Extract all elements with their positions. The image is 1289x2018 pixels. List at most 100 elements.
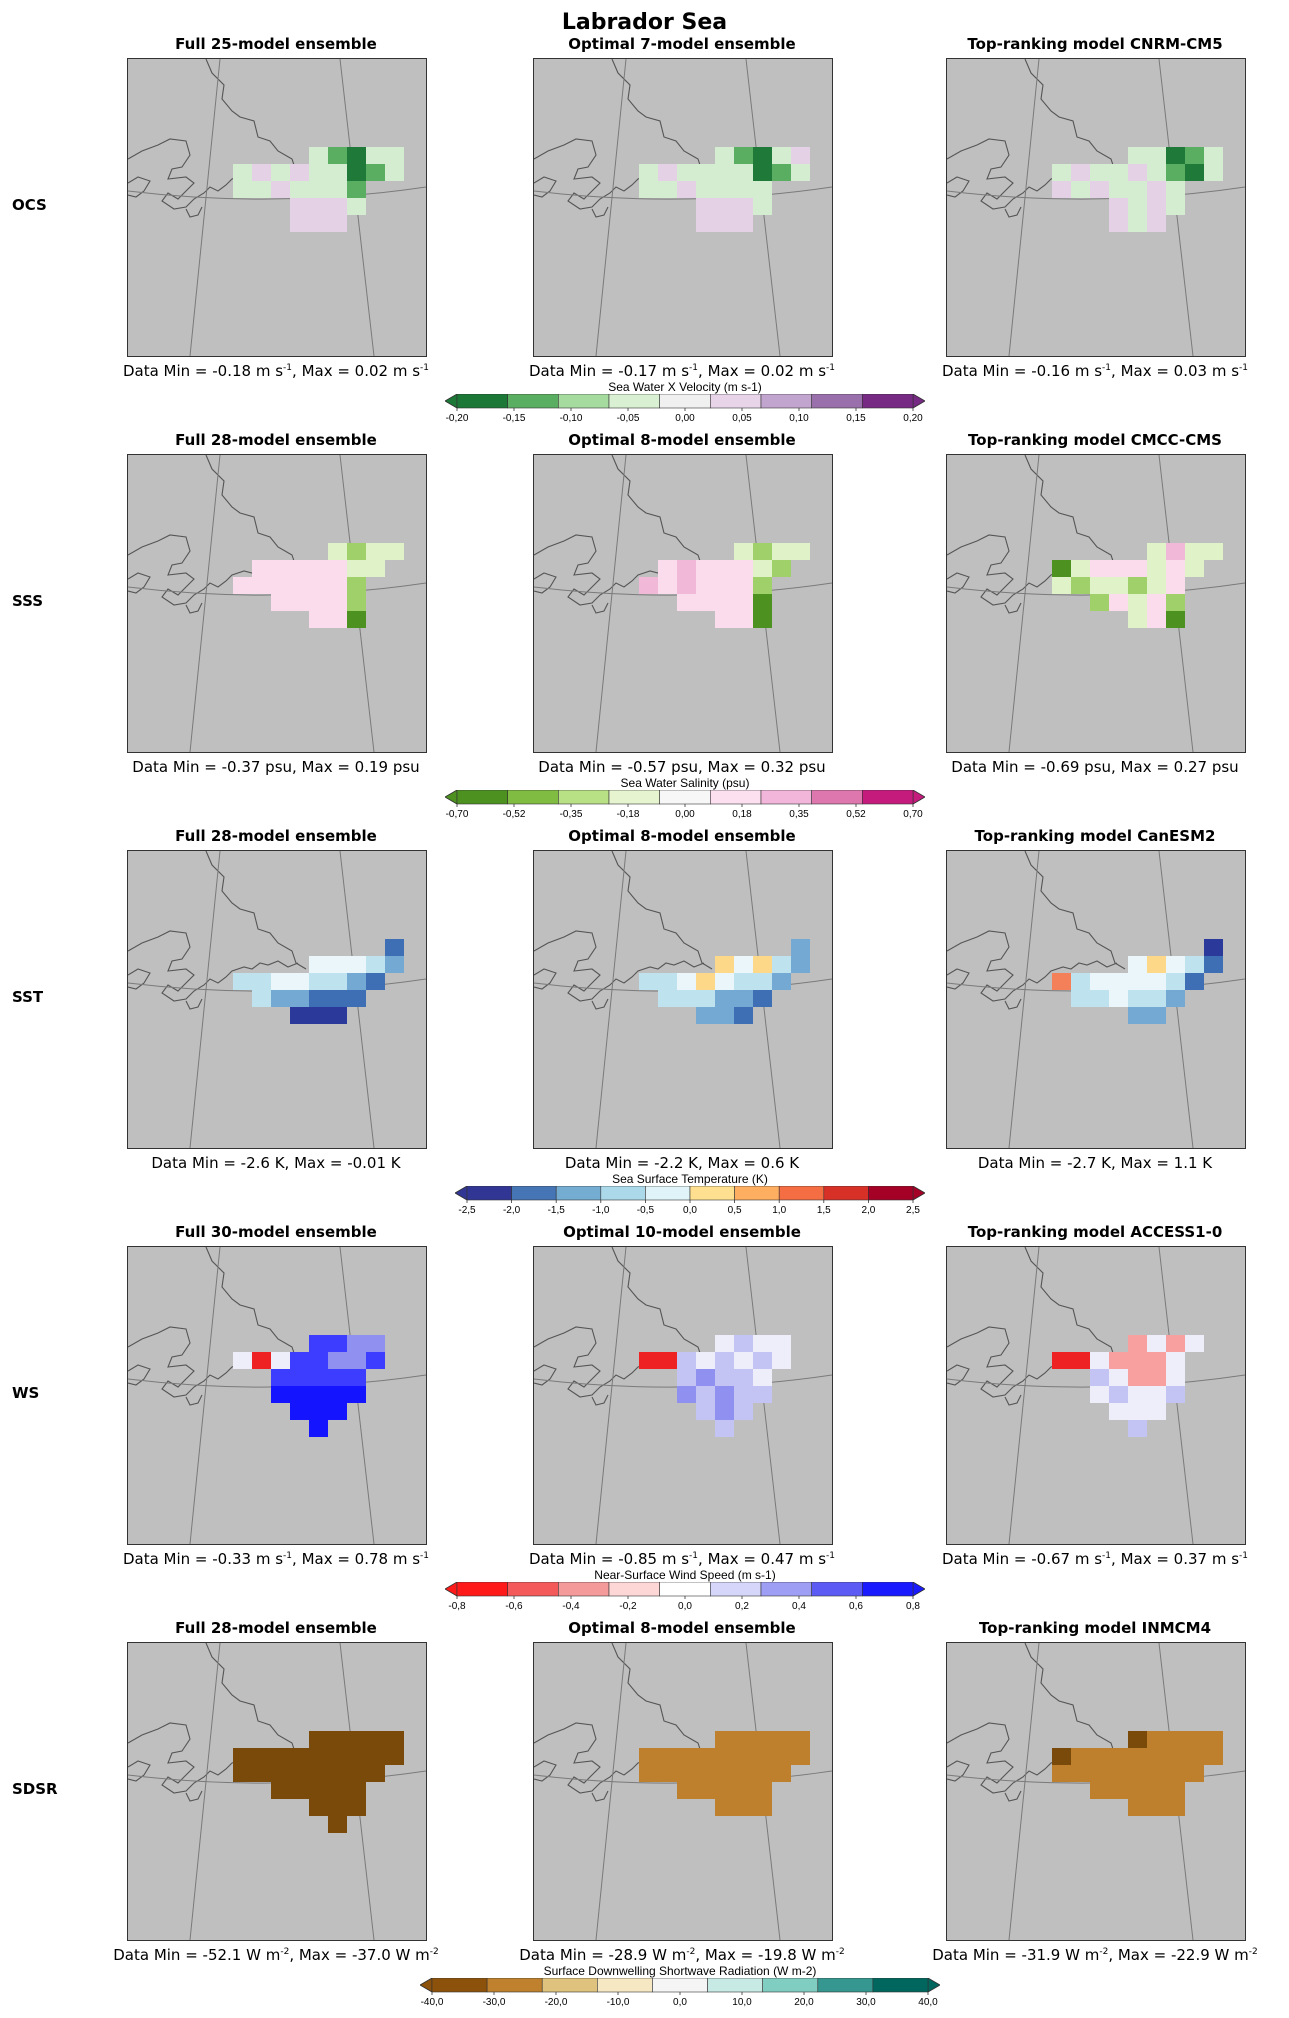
- grid-cell: [290, 1386, 309, 1403]
- meridian-line: [1008, 1643, 1040, 1940]
- data-range-label: Data Min = -2.6 K, Max = -0.01 K: [151, 1154, 401, 1172]
- grid-cell: [715, 594, 734, 611]
- grid-cell: [271, 577, 290, 594]
- colorbar-swatch: [608, 394, 660, 409]
- grid-cell: [309, 1007, 328, 1024]
- map-panel: [533, 1246, 833, 1545]
- grid-cell: [1090, 1386, 1109, 1403]
- grid-cell: [734, 1799, 753, 1816]
- grid-cell: [1109, 164, 1128, 181]
- grid-cell: [753, 611, 772, 628]
- grid-cell: [347, 1386, 366, 1403]
- grid-cell: [1166, 973, 1185, 990]
- grid-cell: [696, 181, 715, 198]
- colorbar-swatch: [507, 394, 559, 409]
- grid-cell: [309, 1748, 328, 1765]
- grid-cell: [1052, 164, 1071, 181]
- grid-cell: [366, 543, 385, 560]
- row-label-sss: SSS: [12, 592, 44, 610]
- data-range-label: Data Min = -0.17 m s-1, Max = 0.02 m s-1: [528, 362, 836, 380]
- grid-cell: [290, 990, 309, 1007]
- grid-cell: [233, 1352, 252, 1369]
- grid-cell: [309, 215, 328, 232]
- grid-cell: [734, 215, 753, 232]
- grid-cell: [639, 1765, 658, 1782]
- grid-cell: [271, 181, 290, 198]
- grid-cell: [791, 543, 810, 560]
- grid-cell: [1052, 973, 1071, 990]
- grid-cell: [328, 215, 347, 232]
- grid-cell: [385, 164, 404, 181]
- grid-cell: [233, 1765, 252, 1782]
- colorbar-swatch: [431, 1978, 488, 1993]
- grid-cell: [347, 164, 366, 181]
- grid-cell: [1147, 1335, 1166, 1352]
- colorbar-title: Sea Water Salinity (psu): [620, 776, 750, 790]
- grid-cell: [309, 1420, 328, 1437]
- grid-cell: [1090, 560, 1109, 577]
- meridian-line: [189, 1247, 221, 1544]
- grid-cell: [1128, 1748, 1147, 1765]
- grid-cell: [309, 973, 328, 990]
- grid-cell: [715, 215, 734, 232]
- grid-cell: [1128, 215, 1147, 232]
- grid-cell: [658, 577, 677, 594]
- figure-title: Labrador Sea: [561, 10, 728, 35]
- map-panel: [127, 1642, 427, 1941]
- grid-cell: [1166, 1731, 1185, 1748]
- colorbar-tick-label: 0,05: [732, 413, 752, 424]
- grid-cell: [1147, 215, 1166, 232]
- grid-cell: [734, 1765, 753, 1782]
- colorbar-tick-label: 0,0: [678, 1601, 692, 1612]
- colorbar-arrow-left: [445, 1582, 458, 1597]
- grid-cell: [309, 1352, 328, 1369]
- grid-cell: [715, 611, 734, 628]
- grid-cell: [1166, 560, 1185, 577]
- grid-cell: [772, 164, 791, 181]
- grid-cell: [734, 1403, 753, 1420]
- grid-cell: [252, 1748, 271, 1765]
- grid-cell: [639, 577, 658, 594]
- grid-cell: [772, 1748, 791, 1765]
- grid-cell: [1128, 181, 1147, 198]
- grid-cell: [1147, 181, 1166, 198]
- grid-cell: [328, 164, 347, 181]
- meridian-line: [595, 1247, 627, 1544]
- grid-cell: [328, 973, 347, 990]
- grid-cell: [696, 1765, 715, 1782]
- coastline: [534, 851, 713, 1010]
- panel-title: Top-ranking model CNRM-CM5: [967, 35, 1223, 53]
- grid-cell: [734, 611, 753, 628]
- grid-cell: [1109, 973, 1128, 990]
- grid-cell: [1071, 990, 1090, 1007]
- colorbar-arrow-left: [445, 790, 458, 805]
- grid-cell: [271, 594, 290, 611]
- grid-cell: [639, 164, 658, 181]
- grid-cell: [347, 1748, 366, 1765]
- grid-cell: [290, 973, 309, 990]
- grid-cell: [1128, 1335, 1147, 1352]
- grid-cell: [715, 1007, 734, 1024]
- grid-cell: [309, 956, 328, 973]
- grid-cell: [271, 1352, 290, 1369]
- grid-cell: [715, 990, 734, 1007]
- grid-cell: [1109, 1369, 1128, 1386]
- grid-cell: [366, 1748, 385, 1765]
- grid-cell: [753, 164, 772, 181]
- grid-cell: [734, 181, 753, 198]
- grid-cell: [1185, 956, 1204, 973]
- grid-cell: [791, 939, 810, 956]
- map-panel: [127, 850, 427, 1149]
- colorbar-swatch: [823, 1186, 869, 1201]
- grid-cell: [1128, 147, 1147, 164]
- colorbar-arrow-right: [912, 1186, 925, 1201]
- grid-cell: [1071, 973, 1090, 990]
- colorbar-swatch: [778, 1186, 825, 1201]
- grid-cell: [1109, 1782, 1128, 1799]
- grid-cell: [677, 181, 696, 198]
- coastline: [947, 851, 1126, 1010]
- grid-cell: [347, 147, 366, 164]
- grid-cell: [347, 1765, 366, 1782]
- colorbar-tick-label: 0,35: [789, 809, 809, 820]
- panel-title: Full 30-model ensemble: [175, 1223, 377, 1241]
